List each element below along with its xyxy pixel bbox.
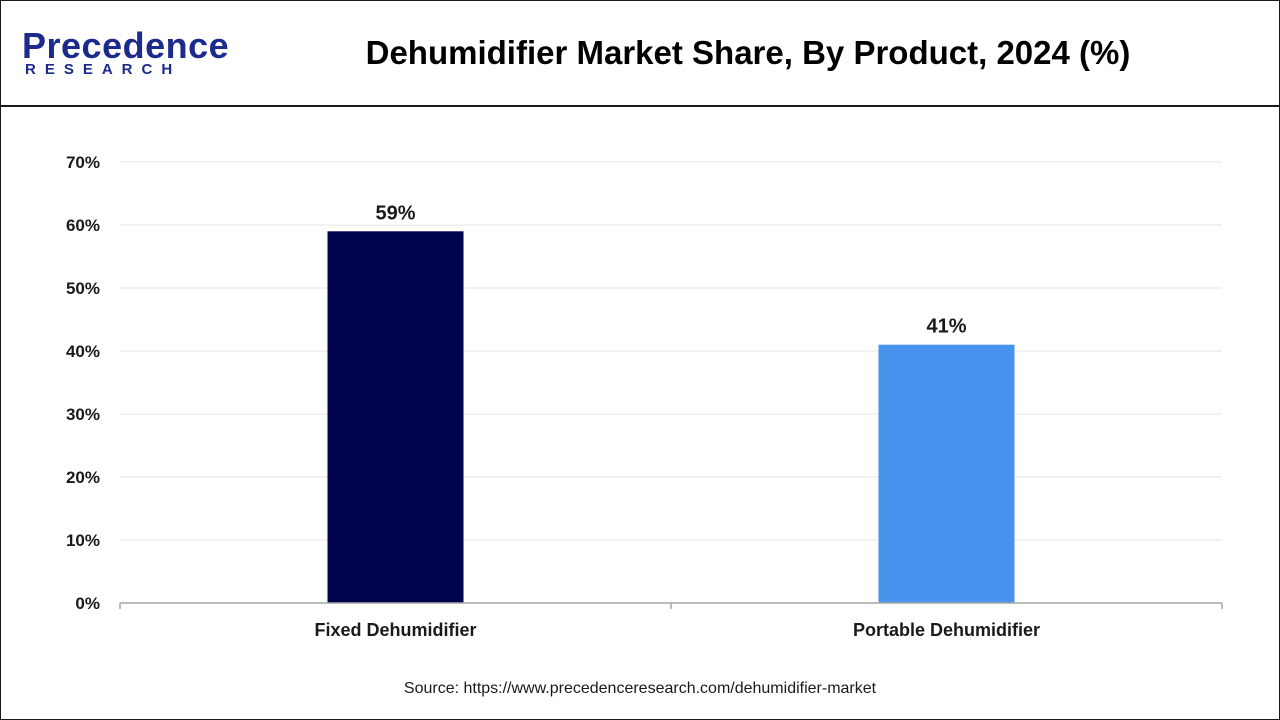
source-note: Source: https://www.precedenceresearch.c… [403, 680, 877, 697]
x-tick-label: Portable Dehumidifier [853, 620, 1040, 640]
brand-logo: Precedence RESEARCH [22, 28, 229, 82]
y-tick-label: 0% [75, 594, 100, 613]
y-tick-label: 20% [66, 468, 100, 487]
data-label: 41% [926, 316, 966, 338]
y-tick-label: 50% [66, 279, 100, 298]
chart-title: Dehumidifier Market Share, By Product, 2… [365, 34, 1131, 71]
bars: 59% 41% [327, 202, 1015, 604]
bar-chart: 0% 10% 20% 30% 40% 50% 60% 70% 59% 41% Fixed Deh… [66, 153, 1223, 640]
y-tick-label: 60% [66, 216, 100, 235]
logo-wordmark: Precedence [22, 25, 230, 66]
x-axis: Fixed Dehumidifier Portable Dehumidifier [119, 602, 1223, 640]
bar-2 [878, 344, 1015, 603]
logo-subtitle: RESEARCH [25, 61, 182, 78]
gridlines [120, 161, 1222, 541]
y-tick-label: 10% [66, 531, 100, 550]
data-label: 59% [375, 202, 415, 224]
x-tick-label: Fixed Dehumidifier [314, 620, 476, 640]
y-axis: 0% 10% 20% 30% 40% 50% 60% 70% [66, 153, 100, 613]
header: Precedence RESEARCH Dehumidifier Market … [0, 0, 1280, 107]
bar-1 [327, 231, 464, 604]
y-tick-label: 30% [66, 405, 100, 424]
y-tick-label: 40% [66, 342, 100, 361]
y-tick-label: 70% [66, 153, 100, 172]
